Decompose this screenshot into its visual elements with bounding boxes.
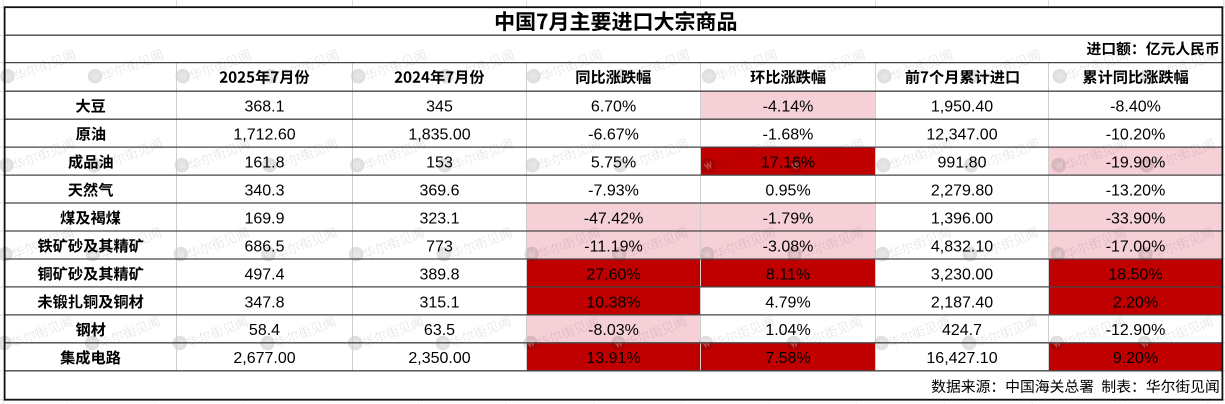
svg-text:7.58%: 7.58% [765,350,810,367]
svg-text:0.95%: 0.95% [765,183,810,200]
svg-text:-19.90%: -19.90% [1106,155,1166,172]
svg-text:6.70%: 6.70% [591,99,636,116]
svg-text:368.1: 368.1 [244,99,284,116]
svg-text:347.8: 347.8 [244,294,284,311]
svg-text:2.20%: 2.20% [1113,294,1158,311]
svg-text:169.9: 169.9 [244,210,284,227]
svg-text:-12.90%: -12.90% [1106,322,1166,339]
svg-text:1,835.00: 1,835.00 [408,127,470,144]
svg-text:18.50%: 18.50% [1108,266,1162,283]
svg-text:323.1: 323.1 [419,210,459,227]
svg-text:-47.42%: -47.42% [584,210,644,227]
svg-text:991.80: 991.80 [938,155,987,172]
svg-text:16,427.10: 16,427.10 [926,350,997,367]
svg-text:-10.20%: -10.20% [1106,127,1166,144]
svg-text:-17.00%: -17.00% [1106,238,1166,255]
svg-text:2,350.00: 2,350.00 [408,350,470,367]
svg-text:9.20%: 9.20% [1113,350,1158,367]
svg-text:153: 153 [426,155,453,172]
svg-text:686.5: 686.5 [244,238,284,255]
svg-text:-8.03%: -8.03% [588,322,639,339]
svg-text:27.60%: 27.60% [586,266,640,283]
svg-text:-3.08%: -3.08% [763,238,814,255]
svg-text:1.04%: 1.04% [765,322,810,339]
svg-text:2,187.40: 2,187.40 [931,294,993,311]
svg-text:-8.40%: -8.40% [1110,99,1161,116]
svg-text:315.1: 315.1 [419,294,459,311]
svg-text:13.91%: 13.91% [586,350,640,367]
svg-text:497.4: 497.4 [244,266,284,283]
svg-text:-6.67%: -6.67% [588,127,639,144]
svg-text:-7.93%: -7.93% [588,183,639,200]
svg-text:345: 345 [426,99,453,116]
svg-text:1,712.60: 1,712.60 [233,127,295,144]
svg-text:-33.90%: -33.90% [1106,210,1166,227]
svg-text:389.8: 389.8 [419,266,459,283]
svg-text:58.4: 58.4 [249,322,280,339]
svg-text:369.6: 369.6 [419,183,459,200]
svg-text:10.38%: 10.38% [586,294,640,311]
svg-text:1,396.00: 1,396.00 [931,210,993,227]
svg-text:-11.19%: -11.19% [584,238,642,255]
svg-text:161.8: 161.8 [244,155,284,172]
svg-text:340.3: 340.3 [244,183,284,200]
svg-text:63.5: 63.5 [424,322,455,339]
svg-text:2,677.00: 2,677.00 [233,350,295,367]
svg-text:-13.20%: -13.20% [1106,183,1166,200]
svg-text:8.11%: 8.11% [766,266,810,283]
svg-text:1,950.40: 1,950.40 [931,99,993,116]
svg-text:-1.68%: -1.68% [763,127,814,144]
svg-text:4,832.10: 4,832.10 [931,238,993,255]
svg-text:4.79%: 4.79% [765,294,810,311]
svg-text:773: 773 [426,238,453,255]
svg-text:12,347.00: 12,347.00 [926,127,997,144]
svg-text:2,279.80: 2,279.80 [931,183,993,200]
svg-text:5.75%: 5.75% [591,155,636,172]
svg-text:-4.14%: -4.14% [763,99,814,116]
svg-text:17.16%: 17.16% [761,155,815,172]
svg-text:424.7: 424.7 [942,322,982,339]
svg-text:3,230.00: 3,230.00 [931,266,993,283]
svg-text:-1.79%: -1.79% [763,210,814,227]
